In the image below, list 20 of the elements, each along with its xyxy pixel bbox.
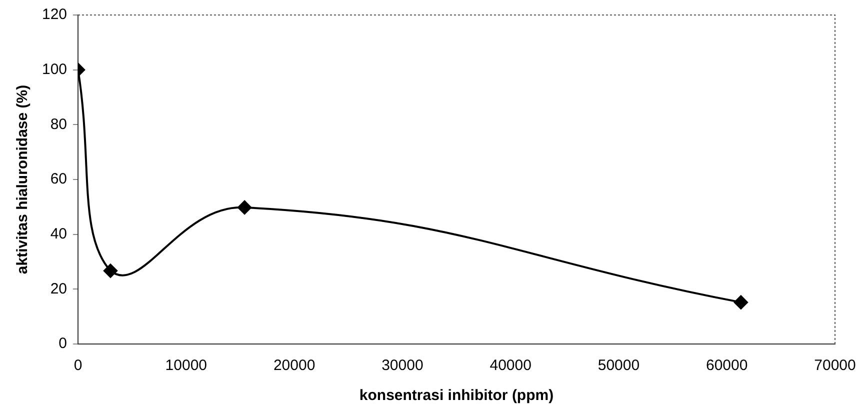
- point: [734, 295, 748, 310]
- point: [103, 264, 118, 278]
- x-tick-label: 40000: [490, 357, 532, 374]
- y-tick-label: 0: [58, 335, 68, 352]
- x-tick-label: 20000: [273, 357, 316, 374]
- y-axis-title: aktivitas hialuronidase (%): [14, 84, 32, 274]
- y-tick-label: 100: [42, 60, 68, 78]
- y-tick-label: 20: [50, 280, 68, 298]
- y-tick-label: 120: [42, 6, 68, 24]
- x-tick-label: 0: [74, 357, 82, 374]
- x-tick-label: 60000: [706, 357, 748, 374]
- x-tick-label: 70000: [814, 357, 856, 374]
- point: [238, 200, 252, 214]
- y-tick-label: 40: [50, 225, 68, 242]
- x-tick-label: 30000: [382, 357, 424, 374]
- y-tick-label: 60: [50, 170, 68, 188]
- x-tick-label: 50000: [598, 357, 640, 374]
- x-tick-label: 10000: [165, 357, 208, 374]
- x-axis-title: konsentrasi inhibitor (ppm): [359, 387, 554, 404]
- y-tick-label: 80: [50, 116, 68, 133]
